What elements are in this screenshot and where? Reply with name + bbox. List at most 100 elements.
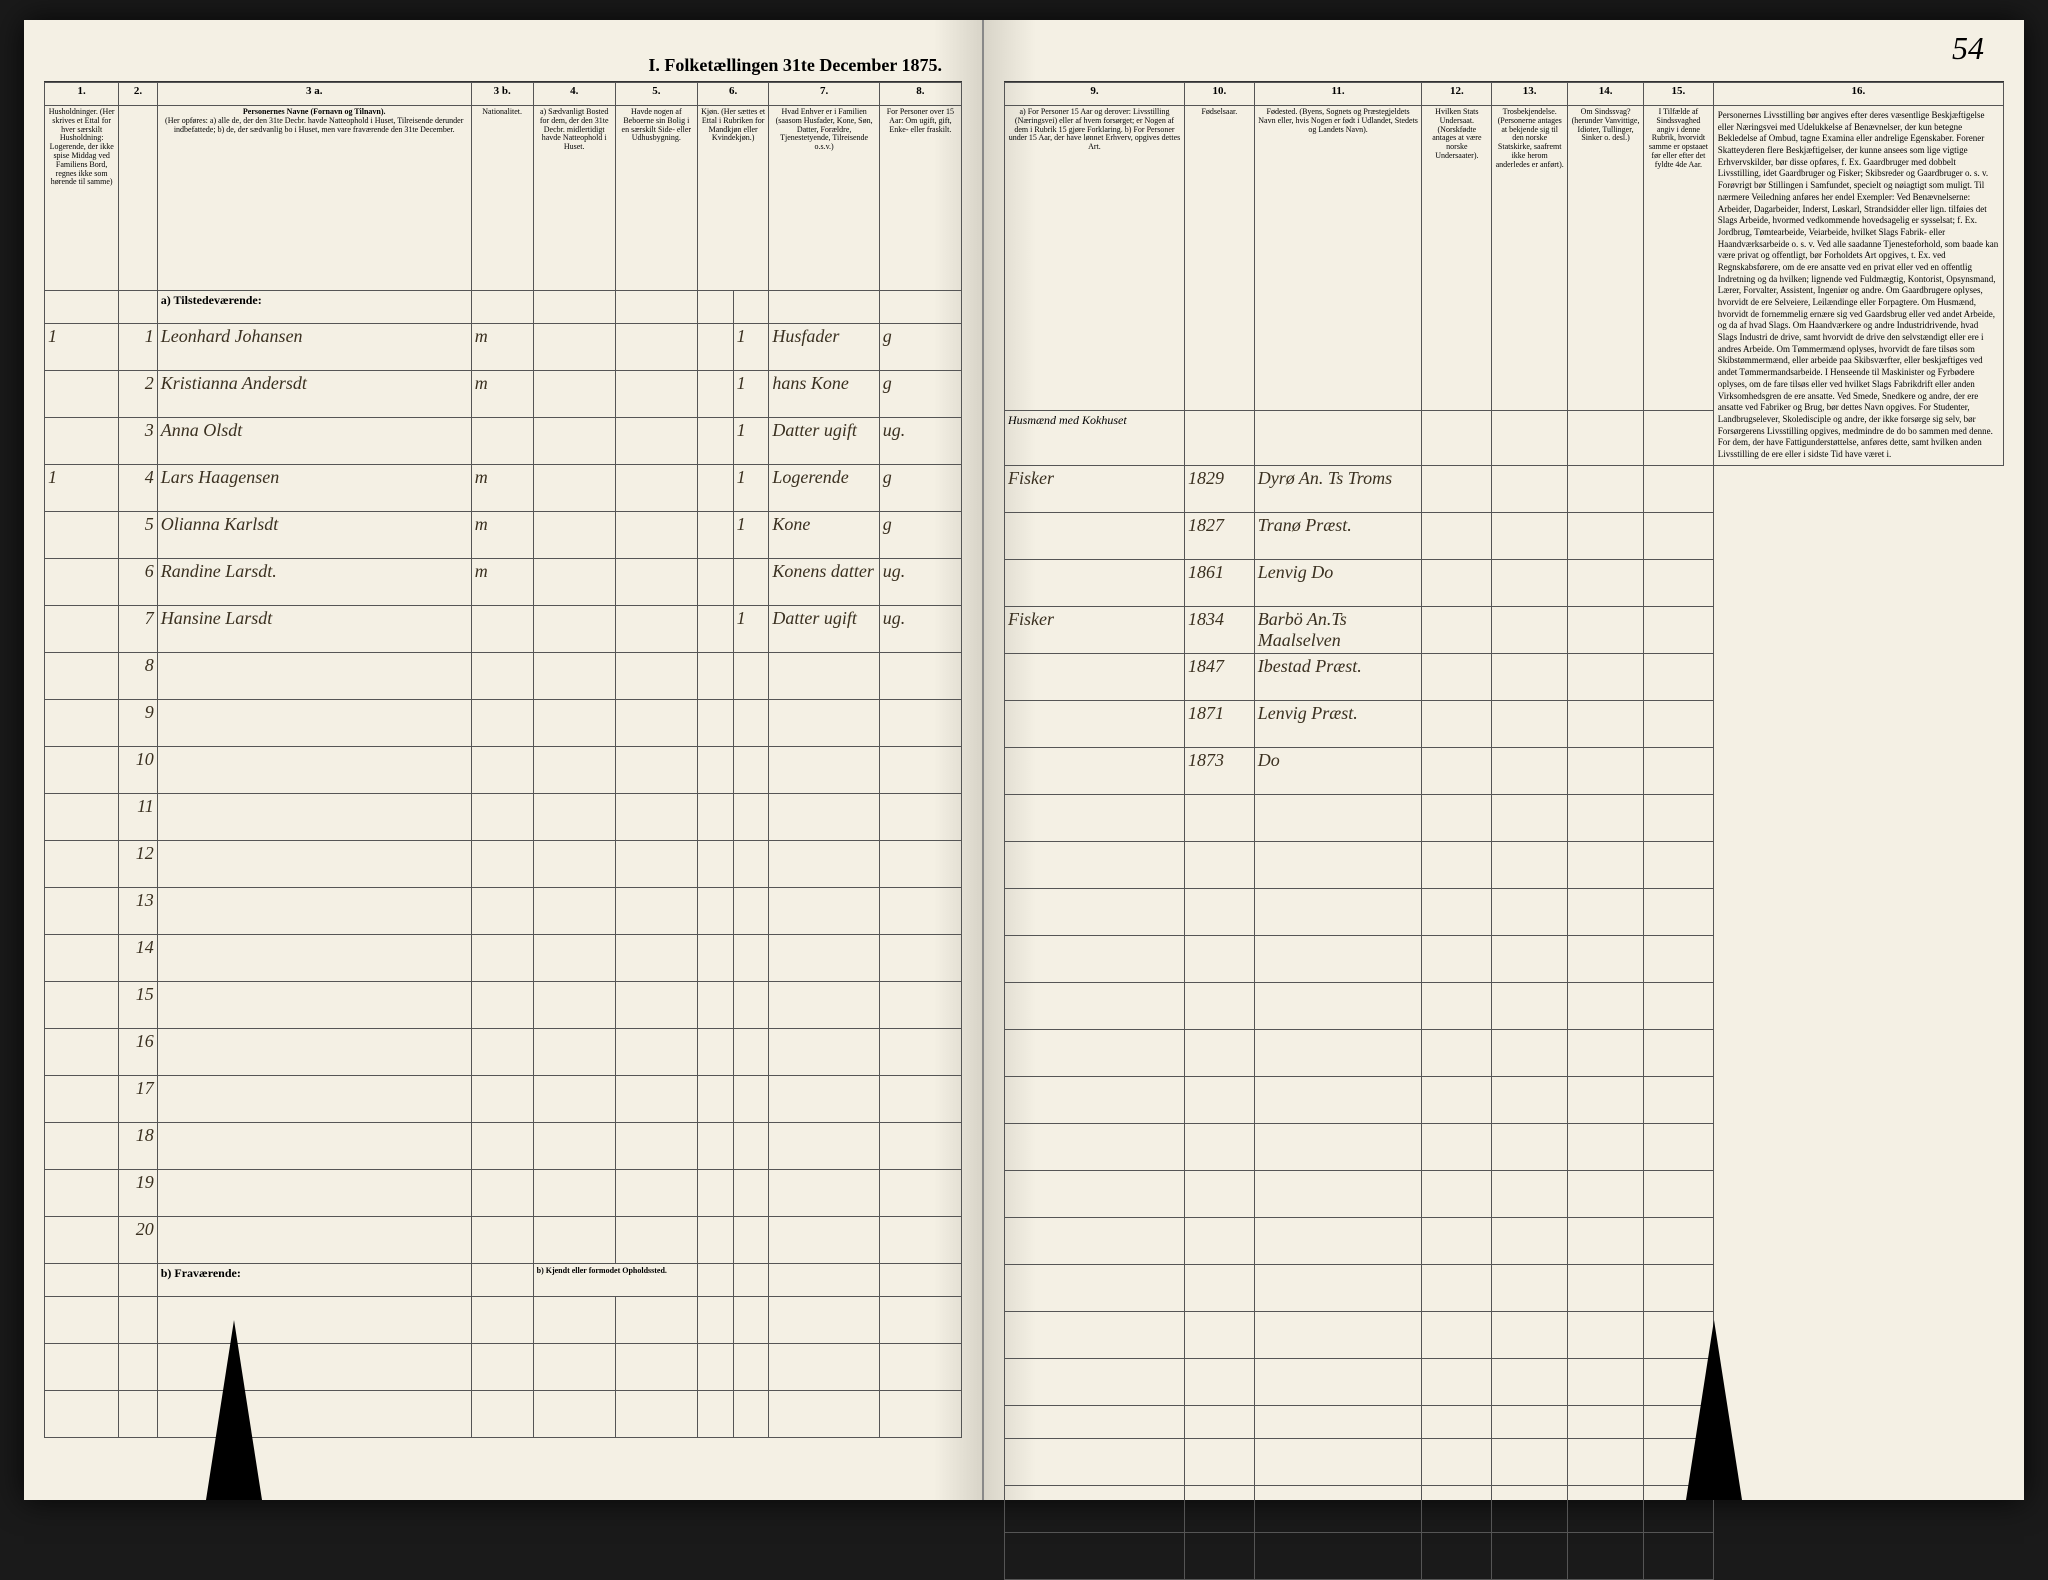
cell-family: Logerende [769, 465, 879, 512]
table-row: Fisker 1829 Dyrø An. Ts Troms [1005, 465, 2004, 512]
cell-4 [533, 606, 615, 653]
cell-family: hans Kone [769, 371, 879, 418]
cell-birthyear: 1829 [1184, 465, 1254, 512]
table-row: 1827 Tranø Præst. [1005, 512, 2004, 559]
col-3a: 3 a. [157, 83, 471, 106]
cell-15 [1644, 512, 1714, 559]
col-15: 15. [1644, 83, 1714, 106]
cell-status: g [879, 465, 961, 512]
cell-rownum: 8 [119, 653, 157, 700]
cell-birthplace: Ibestad Præst. [1254, 653, 1422, 700]
cell-5 [615, 371, 697, 418]
cell-rownum: 10 [119, 747, 157, 794]
cell-birthplace: Lenvig Do [1254, 559, 1422, 606]
table-row [1005, 794, 2004, 841]
table-row: 19 [45, 1170, 962, 1217]
table-row: 13 [45, 888, 962, 935]
cell-family: Husfader [769, 324, 879, 371]
header-4: a) Sædvanligt Bosted for dem, der den 31… [533, 106, 615, 291]
section-b-note: b) Kjendt eller formodet Opholdssted. [533, 1264, 697, 1297]
cell-4 [533, 324, 615, 371]
header-3a: Personernes Navne (Fornavn og Tilnavn). … [157, 106, 471, 291]
cell-family: Konens datter [769, 559, 879, 606]
cell-status: ug. [879, 559, 961, 606]
table-row: 20 [45, 1217, 962, 1264]
cell-nat: m [471, 324, 533, 371]
cell-6f: 1 [733, 606, 769, 653]
top-note: Husmænd med Kokhuset [1005, 411, 1185, 465]
cell-birthplace: Dyrø An. Ts Troms [1254, 465, 1422, 512]
cell-12 [1422, 747, 1492, 794]
cell-nat: m [471, 371, 533, 418]
page-title-left: I. Folketællingen 31te December 1875. [44, 50, 962, 82]
cell-birthplace: Lenvig Præst. [1254, 700, 1422, 747]
cell-6f: 1 [733, 371, 769, 418]
cell-rownum: 14 [119, 935, 157, 982]
census-ledger: I. Folketællingen 31te December 1875. 1.… [24, 20, 2024, 1500]
section-a-label: a) Tilstedeværende: [157, 291, 471, 324]
cell-birthyear: 1873 [1184, 747, 1254, 794]
cell-name: Anna Olsdt [157, 418, 471, 465]
cell-household: 1 [45, 324, 119, 371]
table-row: 1847 Ibestad Præst. [1005, 653, 2004, 700]
table-row [1005, 888, 2004, 935]
col-4: 4. [533, 83, 615, 106]
header-1: Husholdninger. (Her skrives et Ettal for… [45, 106, 119, 291]
cell-occupation [1005, 559, 1185, 606]
cell-person-num: 3 [119, 418, 157, 465]
table-row: 3 Anna Olsdt 1 Datter ugift ug. [45, 418, 962, 465]
table-row: 1 1 Leonhard Johansen m 1 Husfader g [45, 324, 962, 371]
col-16: 16. [1713, 83, 2003, 106]
header-3b: Nationalitet. [471, 106, 533, 291]
cell-15 [1644, 559, 1714, 606]
col-2: 2. [119, 83, 157, 106]
cell-12 [1422, 653, 1492, 700]
col-11: 11. [1254, 83, 1422, 106]
table-row: 8 [45, 653, 962, 700]
cell-household: 1 [45, 465, 119, 512]
cell-name: Kristianna Andersdt [157, 371, 471, 418]
table-row: 11 [45, 794, 962, 841]
cell-occupation [1005, 747, 1185, 794]
cell-15 [1644, 465, 1714, 512]
cell-rownum: 19 [119, 1170, 157, 1217]
cell-6m [697, 465, 733, 512]
section-b-label: b) Fraværende: [157, 1264, 471, 1297]
cell-nat: m [471, 559, 533, 606]
table-row: 6 Randine Larsdt. m Konens datter ug. [45, 559, 962, 606]
header-7: Hvad Enhver er i Familien (saasom Husfad… [769, 106, 879, 291]
table-row: 15 [45, 982, 962, 1029]
table-row [1005, 1076, 2004, 1123]
table-row: 18 [45, 1123, 962, 1170]
table-row [1005, 1123, 2004, 1170]
cell-12 [1422, 512, 1492, 559]
cell-14 [1568, 606, 1644, 653]
cell-name: Lars Haagensen [157, 465, 471, 512]
cell-5 [615, 418, 697, 465]
table-row: 1871 Lenvig Præst. [1005, 700, 2004, 747]
cell-12 [1422, 700, 1492, 747]
table-row [1005, 841, 2004, 888]
table-row: 9 [45, 700, 962, 747]
cell-6f: 1 [733, 418, 769, 465]
cell-14 [1568, 747, 1644, 794]
header-11: Fødested. (Byens, Sognets og Præstegjeld… [1254, 106, 1422, 411]
cell-6f: 1 [733, 512, 769, 559]
table-row [1005, 1029, 2004, 1076]
cell-occupation [1005, 512, 1185, 559]
cell-14 [1568, 465, 1644, 512]
header-5: Havde nogen af Beboerne sin Bolig i en s… [615, 106, 697, 291]
cell-name: Hansine Larsdt [157, 606, 471, 653]
header-15: I Tilfælde af Sindssvaghed angiv i denne… [1644, 106, 1714, 411]
table-row [1005, 1170, 2004, 1217]
cell-4 [533, 371, 615, 418]
cell-person-num: 6 [119, 559, 157, 606]
cell-birthplace: Do [1254, 747, 1422, 794]
table-row: 17 [45, 1076, 962, 1123]
cell-birthyear: 1871 [1184, 700, 1254, 747]
right-page: 54 9. 10. 11. 12. 13. 14. 15. 16. a) For… [984, 20, 2024, 1500]
col-1: 1. [45, 83, 119, 106]
cell-12 [1422, 559, 1492, 606]
cell-5 [615, 324, 697, 371]
cell-household [45, 371, 119, 418]
